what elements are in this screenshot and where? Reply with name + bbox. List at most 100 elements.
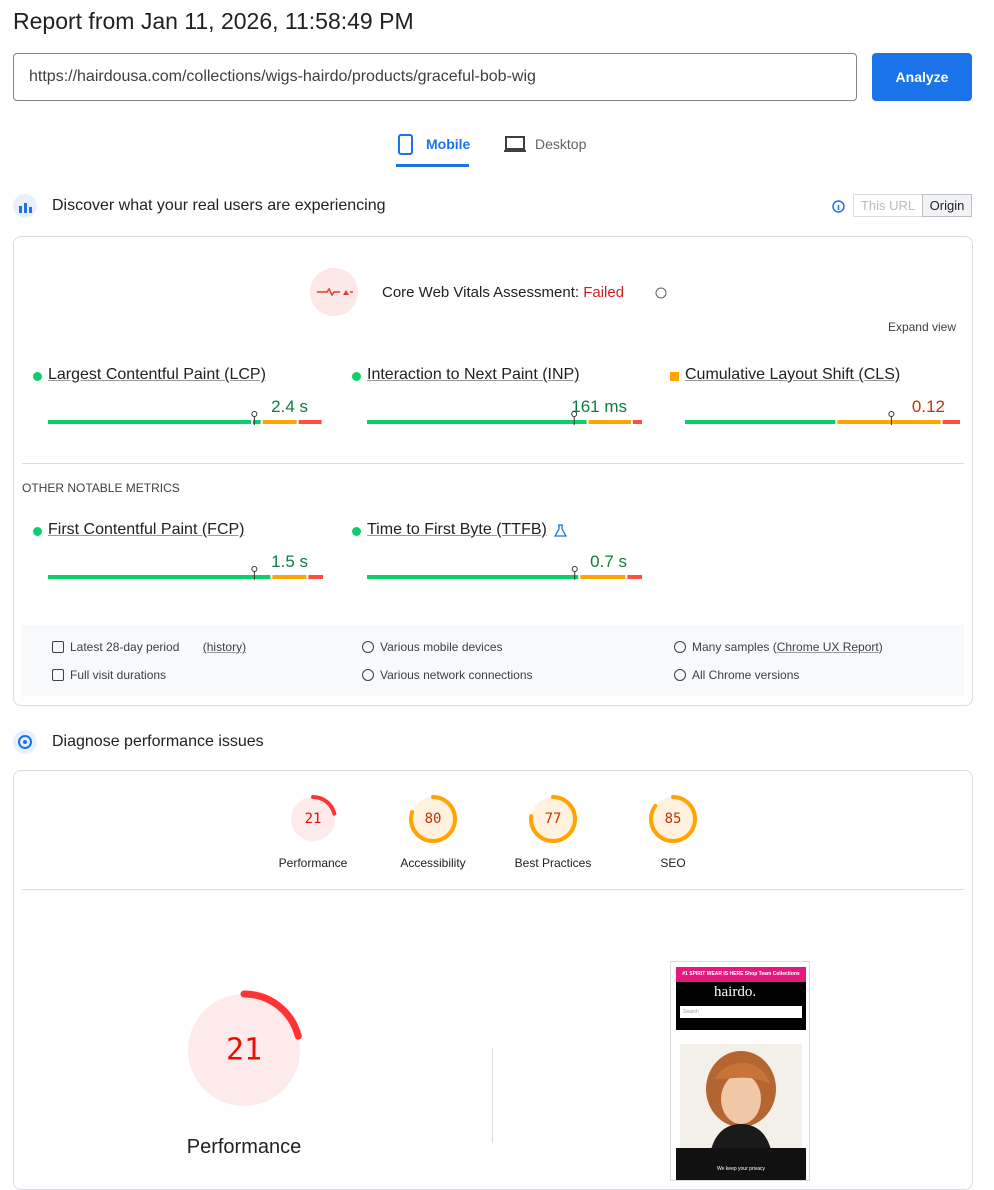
distribution-bar [48,411,322,425]
bar-segment [588,420,631,424]
bar-segment [367,575,579,579]
performance-gauge: 21 [184,990,304,1110]
bar-segment [632,420,642,424]
shot-photo [680,1044,802,1154]
info-text: Various mobile devices [380,640,503,654]
gauge-score: 85 [665,811,682,827]
help-icon [655,287,667,299]
report-title: Report from Jan 11, 2026, 11:58:49 PM [13,8,414,34]
info-icon [674,641,686,653]
assessment: Core Web Vitals Assessment: Failed [382,284,624,301]
gauge-arc [184,990,304,1110]
gauge-arc [289,795,337,843]
bar-segment [48,420,251,424]
tab-mobile[interactable]: Mobile [426,136,471,152]
metric-name[interactable]: Cumulative Layout Shift (CLS) [685,366,901,383]
status-indicator [670,372,679,381]
score-gauge: 85 [649,795,697,843]
other-heading: OTHER NOTABLE METRICS [22,481,180,495]
metric-name[interactable]: First Contentful Paint (FCP) [48,521,245,538]
score-gauge: 80 [409,795,457,843]
info-icon [52,669,64,681]
diagnose-icon [13,730,37,754]
score-gauge: 21 [289,795,337,843]
status-indicator [33,372,42,381]
field-heading: Discover what your real users are experi… [52,197,386,214]
shot-notice: We keep your privacy [676,1148,806,1180]
bar-segment [942,420,960,424]
bar-segment [685,420,836,424]
info-item: Latest 28-day period (history) [70,640,246,654]
gauge-arc [529,795,577,843]
shot-search: Search [680,1006,802,1018]
info-icon [832,200,845,213]
page-screenshot: #1 SPIRIT WEAR IS HERE Shop Team Collect… [670,961,810,1181]
bar-segment [308,575,323,579]
tab-underline [396,164,469,167]
info-text: Latest 28-day period [70,640,180,654]
info-icon [674,669,686,681]
experimental-icon [554,524,567,537]
gauge-label: Accessibility [400,856,466,870]
bar-segment [367,420,587,424]
metric-value: 0.12 [911,397,945,416]
info-item: Various mobile devices [380,640,503,654]
gauge-score: 80 [425,811,442,827]
divider [22,463,964,464]
marker [251,566,258,572]
expand-view[interactable]: Expand view [887,320,956,334]
analyze-button[interactable]: Analyze [872,53,972,101]
shot-logo: hairdo. [714,984,757,1000]
metric-name[interactable]: Largest Contentful Paint (LCP) [48,366,266,383]
gauge-bg [651,797,695,841]
info-item: Many samples (Chrome UX Report) [692,640,883,654]
distribution-bar [685,411,960,425]
bar-segment [837,420,941,424]
info-item: Full visit durations [70,668,166,682]
info-link[interactable]: Chrome UX Report [776,640,879,654]
divider [492,1048,493,1143]
metric-value: 2.4 s [271,397,308,416]
score-gauge: 77 [529,795,577,843]
gauge-score: 21 [226,1033,262,1068]
distribution-bar [367,411,642,425]
info-icon [52,641,64,653]
bar-segment [262,420,297,424]
info-text: Various network connections [380,668,533,682]
gauge-label: Performance [186,1136,302,1158]
info-text: ) [878,640,883,654]
toggle-this-url[interactable]: This URL [853,194,923,217]
metric-value: 1.5 s [271,552,308,571]
url-input[interactable]: https://hairdousa.com/collections/wigs-h… [13,53,857,101]
desktop-icon [504,136,526,152]
assessment-label: Core Web Vitals Assessment: [382,284,580,301]
info-text: Many samples ( [692,640,777,654]
info-text: All Chrome versions [692,668,800,682]
flask [554,524,567,537]
bar-segment [298,420,322,424]
marker [571,566,578,572]
tab-desktop[interactable]: Desktop [535,136,587,152]
gauge-bg [411,797,455,841]
info-item: Various network connections [380,668,533,682]
gauge-label: SEO [660,856,686,870]
metric-value: 161 ms [571,397,627,416]
gauge-arc [409,795,457,843]
metric-name[interactable]: Interaction to Next Paint (INP) [367,366,580,383]
info-link[interactable]: (history) [202,640,247,654]
bar-segment [627,575,642,579]
gauge-label: Best Practices [514,856,592,870]
gauge-score: 21 [305,811,322,827]
info-text: Full visit durations [70,668,167,682]
status-indicator [33,527,42,536]
toggle-origin[interactable]: Origin [922,194,972,217]
gauge-bg [531,797,575,841]
info-icon [362,669,374,681]
metric-value: 0.7 s [590,552,627,571]
gauge-bg [188,994,300,1106]
field-card [13,236,973,706]
bar-segment [272,575,307,579]
bar-segment [580,575,626,579]
metric-name[interactable]: Time to First Byte (TTFB) [367,521,547,538]
